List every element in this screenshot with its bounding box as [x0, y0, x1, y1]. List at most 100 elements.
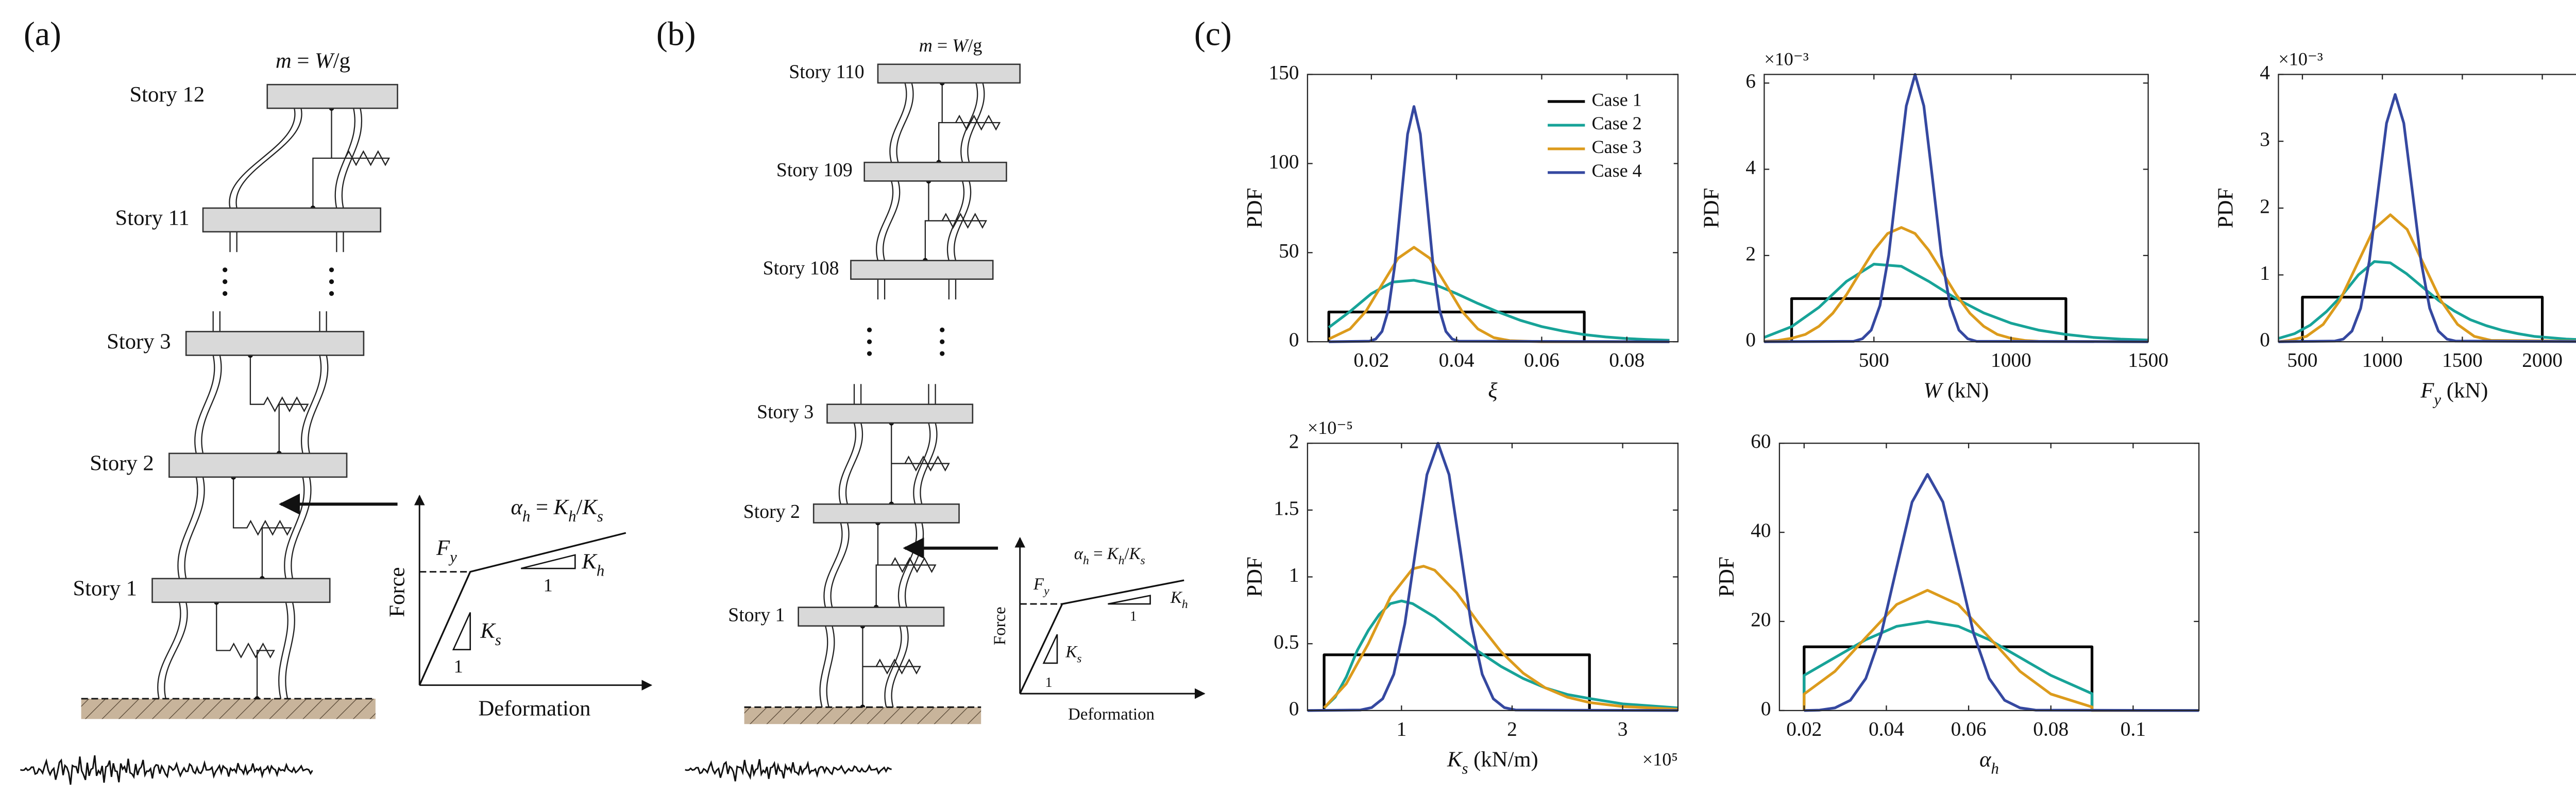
y-axis-label: PDF [1700, 188, 1724, 228]
y-axis-multiplier: ×10⁻⁵ [1308, 417, 1353, 438]
spring [216, 602, 275, 699]
column [889, 82, 907, 163]
symbol: K [581, 549, 598, 574]
initial-stiffness-label: Ks [1065, 643, 1081, 666]
y-axis-label: PDF [2214, 188, 2238, 228]
symbol: K [582, 495, 598, 519]
symbol: m [276, 48, 292, 73]
axes-frame [1307, 74, 1679, 343]
y-tick-label: 0 [1745, 328, 1756, 351]
y-tick-label: 4 [2260, 61, 2270, 84]
x-tick-label: 500 [2287, 349, 2317, 372]
symbol: K [1129, 544, 1142, 563]
x-tick-label: 3 [1618, 717, 1628, 740]
slope-unit: 1 [544, 575, 553, 596]
subscript: h [1182, 598, 1188, 612]
spring [312, 108, 391, 208]
ellipsis-dot [940, 339, 945, 344]
column [235, 108, 302, 209]
subscript: s [1077, 652, 1081, 666]
spring [249, 355, 309, 453]
panel-label: (b) [656, 15, 696, 53]
mass-label: m = W/g [276, 48, 350, 73]
story-label: Story 110 [789, 61, 864, 82]
column [823, 523, 843, 608]
column [164, 602, 188, 699]
x-tick-label: 0.04 [1869, 717, 1904, 740]
text-part: = [933, 35, 952, 56]
y-axis-multiplier: ×10⁻³ [1764, 48, 1809, 69]
ground [744, 707, 981, 724]
text-part: = [1089, 544, 1107, 563]
story-label: Story 2 [743, 501, 800, 523]
y-tick-label: 2 [1289, 430, 1299, 452]
symbol: W [952, 35, 969, 56]
plot-area [1764, 74, 2148, 342]
spring [924, 181, 988, 261]
x-axis-multiplier: ×10⁵ [1642, 749, 1678, 770]
inset-axis-label: Force [385, 567, 410, 617]
y-tick-label: 6 [1745, 70, 1756, 92]
symbol: K [1107, 544, 1120, 563]
x-tick-label: 1000 [1991, 349, 2031, 372]
story-label: Story 109 [776, 159, 853, 181]
symbol: K [480, 619, 496, 643]
x-tick-label: 0.08 [1609, 349, 1645, 372]
symbol: W [315, 48, 335, 73]
floor-slab [266, 83, 398, 109]
y-tick-label: 0 [2260, 328, 2270, 351]
y-tick-label: 60 [1751, 430, 1771, 452]
pdf-curve [1764, 226, 2148, 343]
slope-triangle [1108, 595, 1151, 605]
y-tick-label: 1 [1289, 564, 1299, 586]
spring [875, 523, 937, 608]
y-tick-label: 0.5 [1274, 630, 1299, 653]
column [826, 626, 835, 707]
y-tick-label: 0 [1289, 697, 1299, 720]
pdf-curve [2278, 260, 2576, 341]
floor-slab [812, 503, 960, 524]
x-tick-label: 1 [1396, 717, 1406, 740]
x-tick-label: 500 [1859, 349, 1889, 372]
subscript: h [568, 508, 576, 525]
axes-frame [1764, 74, 2149, 343]
x-tick-label: 0.08 [2033, 717, 2069, 740]
x-tick-label: 1000 [2362, 349, 2403, 372]
slope-triangle [452, 612, 471, 651]
column [883, 181, 901, 261]
column [830, 523, 850, 608]
ellipsis-dot [940, 327, 945, 332]
spring [938, 82, 1001, 163]
subscript: s [597, 508, 603, 525]
y-tick-label: 4 [1745, 156, 1756, 179]
legend-label: Case 3 [1591, 137, 1641, 157]
subscript: s [495, 631, 501, 649]
symbol: K [1447, 747, 1463, 771]
floor-slab [798, 606, 945, 627]
mass-label: m = W/g [919, 35, 982, 56]
slope-unit: 1 [1130, 609, 1137, 625]
pdf-curve [1764, 262, 2148, 342]
legend-label: Case 2 [1591, 113, 1641, 133]
x-tick-label: 2 [1507, 717, 1517, 740]
column [184, 477, 205, 579]
text-part: / [1125, 544, 1130, 563]
symbol: α [1979, 747, 1992, 771]
stiffness-ratio: αh = Kh/Ks [1074, 544, 1145, 567]
panel-label: (c) [1194, 15, 1232, 53]
story-label: Story 11 [115, 206, 189, 230]
floor-slab [850, 260, 994, 280]
story-label: Story 108 [763, 257, 839, 279]
ground [81, 698, 376, 719]
floor-slab [877, 63, 1021, 84]
x-tick-label: 1500 [2442, 349, 2483, 372]
x-tick-label: 0.1 [2121, 717, 2146, 740]
column [229, 108, 296, 209]
slope-unit: 1 [1045, 675, 1053, 690]
y-tick-label: 3 [2260, 128, 2270, 150]
spring [862, 626, 921, 707]
y-tick-label: 2 [2260, 195, 2270, 217]
subscript: y [2432, 391, 2441, 409]
story-label: Story 12 [129, 82, 205, 107]
